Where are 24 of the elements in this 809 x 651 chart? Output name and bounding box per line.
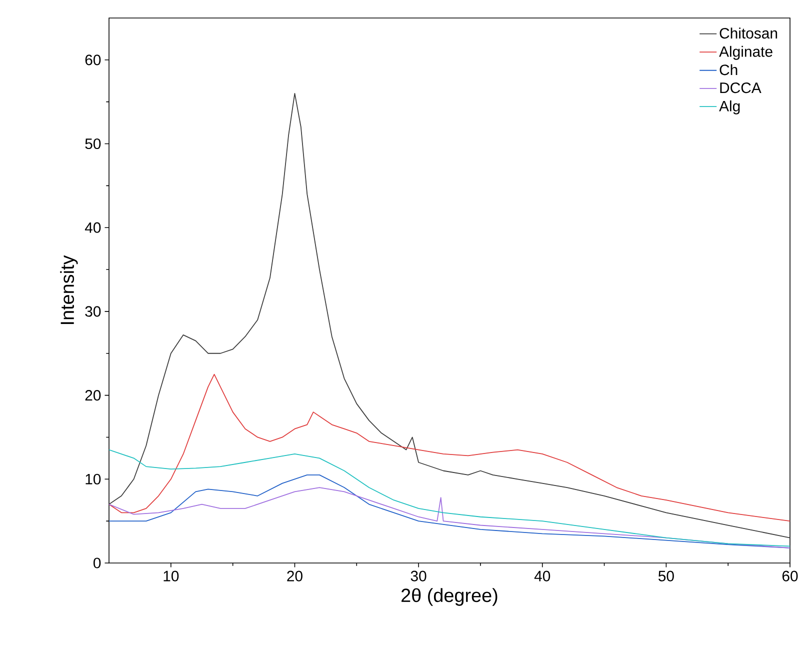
x-tick-label: 10 (164, 570, 179, 582)
line-series (109, 487, 790, 548)
line-series (109, 374, 790, 522)
y-tick-label: 50 (85, 138, 101, 150)
legend-label: Alginate (719, 46, 772, 60)
legend-label: Chitosan (720, 28, 778, 39)
x-tick-label: 30 (410, 570, 426, 582)
y-tick-label: 20 (85, 390, 101, 401)
y-tick-label: 0 (94, 558, 101, 568)
y-tick-label: 10 (86, 474, 101, 484)
x-tick-label: 60 (782, 570, 798, 582)
y-axis-title: Intensity (60, 255, 78, 324)
x-tick-label: 50 (658, 570, 674, 582)
y-tick-label: 60 (85, 54, 101, 66)
line-series (109, 449, 790, 547)
line-series (109, 93, 790, 538)
legend-label: DCCA (720, 82, 762, 94)
y-tick-label: 40 (84, 222, 101, 233)
x-tick-label: 20 (287, 570, 302, 582)
legend-label: Alg (719, 100, 740, 114)
legend-label: Ch (720, 64, 738, 76)
x-axis-title: 2θ (degree) (402, 588, 498, 606)
x-tick-label: 40 (534, 570, 550, 582)
y-tick-label: 30 (85, 306, 101, 317)
